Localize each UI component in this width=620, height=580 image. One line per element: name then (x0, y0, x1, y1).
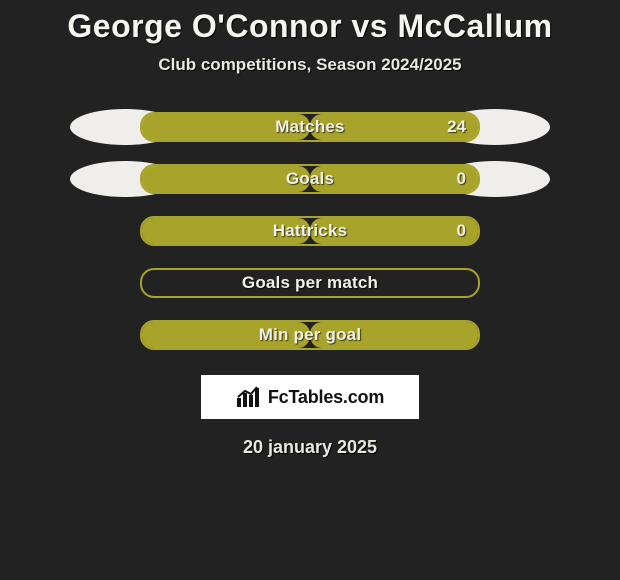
date-label: 20 january 2025 (0, 437, 620, 458)
stat-bar: Matches24 (140, 112, 480, 142)
stat-bar: Goals0 (140, 164, 480, 194)
logo-text: FcTables.com (268, 387, 384, 408)
fctables-logo[interactable]: FcTables.com (201, 375, 419, 419)
bar-fill-left (142, 218, 310, 244)
bar-track (140, 268, 480, 298)
stat-row: Hattricks0 (0, 213, 620, 249)
stat-row: Min per goal (0, 317, 620, 353)
comparison-infographic: George O'Connor vs McCallum Club competi… (0, 0, 620, 458)
stat-row: Goals per match (0, 265, 620, 301)
bar-fill-right (310, 322, 478, 348)
stat-rows: Matches24 Goals0 Hattricks0 Goals per match… (0, 109, 620, 353)
stat-row: Goals0 (0, 161, 620, 197)
page-title: George O'Connor vs McCallum (0, 8, 620, 45)
bar-fill-left (142, 322, 310, 348)
chart-icon (236, 386, 262, 408)
stat-bar: Min per goal (140, 320, 480, 350)
bar-fill-right (310, 218, 478, 244)
stat-bar: Hattricks0 (140, 216, 480, 246)
bar-fill-left (142, 114, 310, 140)
bar-fill-right (310, 114, 478, 140)
stat-row: Matches24 (0, 109, 620, 145)
stat-bar: Goals per match (140, 268, 480, 298)
subtitle: Club competitions, Season 2024/2025 (0, 55, 620, 75)
bar-fill-left (142, 166, 310, 192)
bar-fill-right (310, 166, 478, 192)
